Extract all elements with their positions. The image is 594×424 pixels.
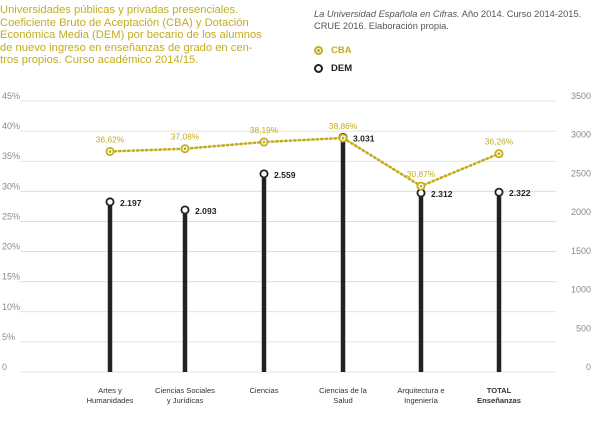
title-line-4: de nuevo ingreso en enseñanzas de grado … [0,41,253,54]
source-line-2: CRUE 2016. Elaboración propia. [314,21,449,31]
right-tick-label: 500 [576,323,591,333]
title-line-3: Económica Media (DEM) por becario de los… [0,29,262,42]
legend-label-cba: CBA [331,44,352,56]
left-tick-label: 20% [2,242,20,252]
dem-value-label: 3.031 [353,133,375,143]
left-tick-label: 40% [2,121,20,131]
dem-value-label: 2.322 [509,188,531,198]
cba-value-label: 38,86% [329,121,358,131]
cba-point-center [419,184,423,188]
cba-value-label: 37,08% [171,132,200,142]
dem-value-label: 2.559 [274,170,296,180]
category-label: Ingeniería [404,396,439,405]
cba-line [108,136,501,188]
category-label: y Jurídicas [167,396,203,405]
source-note: La Universidad Española en Cifras. Año 2… [314,8,584,32]
cba-point-center [262,140,266,144]
category-label: Artes y [98,386,122,395]
category-label: Arquitectura e [397,386,444,395]
cba-value-label: 30,87% [407,169,436,179]
title-line-2: Coeficiente Bruto de Aceptación (CBA) y … [0,16,249,29]
category-label: TOTAL [487,386,512,395]
right-tick-label: 2500 [571,168,591,178]
category-label: Salud [333,396,352,405]
chart-title: Universidades públicas y privadas presen… [0,4,300,67]
cba-point-center [497,152,501,156]
left-tick-label: 0 [2,362,7,372]
left-tick-label: 15% [2,272,20,282]
title-line-1: Universidades públicas y privadas presen… [0,4,239,16]
legend-label-dem: DEM [331,62,353,74]
cba-value-label: 38,19% [250,125,279,135]
category-label: Enseñanzas [477,396,521,405]
dem-point [259,169,269,179]
source-rest: Año 2014. Curso 2014-2015. [459,9,582,19]
left-tick-label: 5% [2,332,15,342]
legend-item-dem: DEM [314,59,352,77]
dem-point [494,187,504,197]
category-label: Ciencias [249,386,278,395]
dem-value-label: 2.312 [431,189,453,199]
dem-point [105,197,115,207]
legend: CBA DEM [314,41,352,77]
left-tick-label: 35% [2,151,20,161]
right-tick-label: 1500 [571,246,591,256]
category-label: Ciencias de la [319,386,367,395]
right-tick-label: 0 [586,362,591,372]
left-tick-label: 10% [2,302,20,312]
left-tick-label: 45% [2,91,20,101]
cba-marker-icon [314,45,323,55]
category-label: Humanidades [87,396,134,405]
cba-point-center [183,147,187,151]
right-tick-label: 2000 [571,207,591,217]
cba-value-label: 36,62% [96,134,125,144]
dem-marker-icon [314,63,323,73]
right-tick-label: 3500 [571,91,591,101]
right-tick-label: 1000 [571,285,591,295]
dem-value-label: 2.093 [195,206,217,216]
right-tick-label: 3000 [571,130,591,140]
source-italic: La Universidad Española en Cifras. [314,9,460,19]
dem-point [180,205,190,215]
legend-item-cba: CBA [314,41,352,59]
cba-point-center [108,150,112,153]
left-tick-label: 25% [2,211,20,221]
category-label: Ciencias Sociales [155,386,215,395]
dem-value-label: 2.197 [120,198,142,208]
cba-point-center [341,136,345,140]
left-tick-label: 30% [2,181,20,191]
title-line-5: tros propios. Curso académico 2014/15. [0,54,199,67]
cba-value-label: 36,26% [485,137,514,147]
